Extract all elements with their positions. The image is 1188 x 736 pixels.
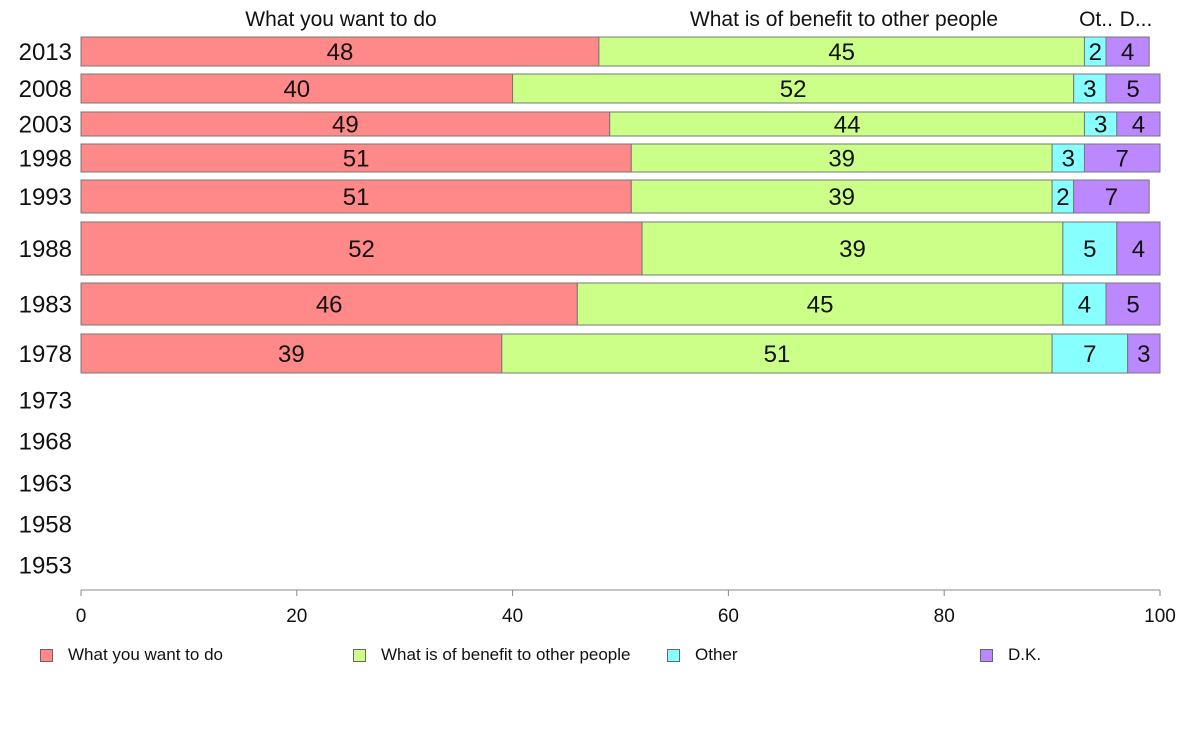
bar-segment: [80, 333, 503, 374]
bar-value-label: 48: [327, 39, 354, 66]
bar-value-label: 39: [828, 184, 855, 211]
bar-value-label: 4: [1121, 39, 1134, 66]
bar-segment: [630, 179, 1053, 214]
bar-segment: [1105, 73, 1161, 104]
x-tick-label: 60: [718, 606, 739, 627]
row-label: 2013: [19, 39, 72, 66]
legend-swatch: [40, 648, 53, 662]
x-tick-label: 40: [502, 606, 523, 627]
bar-value-label: 2: [1089, 39, 1102, 66]
row-label: 1998: [19, 146, 72, 173]
bar-segment: [501, 333, 1053, 374]
bar-value-label: 52: [780, 76, 807, 103]
legend-label: Other: [695, 645, 738, 664]
bar-value-label: 2: [1056, 184, 1069, 211]
bar-segment: [80, 179, 632, 214]
bar-segment: [1062, 221, 1118, 276]
legend-item: What you want to do: [40, 644, 223, 666]
row-label: 1973: [19, 388, 72, 415]
bar-segment: [609, 111, 1085, 137]
bar-segment: [1051, 143, 1085, 173]
bar-segment: [1105, 282, 1161, 326]
bar-value-label: 4: [1132, 236, 1145, 263]
bar-segment: [1116, 221, 1161, 276]
row-label: 1988: [19, 236, 72, 263]
legend-swatch: [980, 648, 993, 662]
bar-value-label: 44: [834, 112, 861, 139]
row-label: 1993: [19, 184, 72, 211]
bar-value-label: 51: [343, 184, 370, 211]
x-tick-label: 100: [1144, 606, 1176, 627]
x-tick-label: 80: [934, 606, 955, 627]
bar-value-label: 3: [1094, 112, 1107, 139]
row-label: 1983: [19, 292, 72, 319]
bar-segment: [598, 36, 1085, 67]
row-label: 1963: [19, 471, 72, 498]
bar-segment: [512, 73, 1075, 104]
bar-value-label: 4: [1078, 292, 1091, 319]
top-series-label: What you want to do: [245, 8, 436, 31]
top-series-label: D...: [1120, 8, 1153, 31]
bar-value-label: 5: [1083, 236, 1096, 263]
bar-segment: [1073, 179, 1150, 214]
bar-value-label: 3: [1062, 146, 1075, 173]
legend-item: What is of benefit to other people: [353, 644, 631, 666]
bar-segment: [1083, 143, 1161, 173]
bar-segment: [1073, 73, 1107, 104]
legend-label: D.K.: [1008, 645, 1042, 664]
bar-value-label: 39: [278, 341, 305, 368]
bar-value-label: 7: [1083, 341, 1096, 368]
bar-segment: [80, 143, 632, 173]
bar-value-label: 7: [1105, 184, 1118, 211]
bar-value-label: 5: [1126, 76, 1139, 103]
row-label: 1978: [19, 341, 72, 368]
bar-segment: [1051, 333, 1129, 374]
legend-item: Other: [667, 644, 738, 666]
bar-value-label: 52: [348, 236, 375, 263]
bar-value-label: 3: [1083, 76, 1096, 103]
bar-value-label: 40: [283, 76, 310, 103]
bar-value-label: 46: [316, 292, 343, 319]
legend-swatch: [353, 648, 366, 662]
legend-item: D.K.: [980, 644, 1041, 666]
bar-value-label: 45: [807, 292, 834, 319]
row-label: 1958: [19, 512, 72, 539]
bar-segment: [630, 143, 1053, 173]
bar-value-label: 39: [839, 236, 866, 263]
bar-segment: [80, 73, 514, 104]
row-label: 1968: [19, 429, 72, 456]
top-series-label: Ot..: [1079, 8, 1113, 31]
legend-label: What you want to do: [68, 645, 223, 664]
bar-value-label: 3: [1137, 341, 1150, 368]
bar-segment: [1083, 111, 1118, 137]
bar-value-label: 7: [1116, 146, 1129, 173]
bar-segment: [80, 36, 600, 67]
bar-segment: [80, 111, 611, 137]
bar-value-label: 39: [828, 146, 855, 173]
bar-value-label: 5: [1126, 292, 1139, 319]
x-tick-label: 20: [286, 606, 307, 627]
legend-swatch: [667, 648, 680, 662]
bar-segment: [576, 282, 1064, 326]
chart-legend: What you want to do What is of benefit to…: [0, 644, 1188, 668]
x-tick-label: 0: [76, 606, 87, 627]
bar-value-label: 4: [1132, 112, 1145, 139]
bar-segment: [1127, 333, 1161, 374]
bar-segment: [1105, 36, 1150, 67]
bar-segment: [80, 282, 578, 326]
row-label: 1953: [19, 553, 72, 580]
top-series-label: What is of benefit to other people: [690, 8, 998, 31]
bar-value-label: 51: [764, 341, 791, 368]
bar-value-label: 51: [343, 146, 370, 173]
stacked-bar-chart: What you want to do What is of benefit to…: [19, 8, 1176, 627]
bar-value-label: 49: [332, 112, 359, 139]
row-label: 2003: [19, 112, 72, 139]
legend-label: What is of benefit to other people: [381, 645, 631, 664]
bar-value-label: 45: [828, 39, 855, 66]
bar-segment: [1116, 111, 1161, 137]
row-label: 2008: [19, 76, 72, 103]
